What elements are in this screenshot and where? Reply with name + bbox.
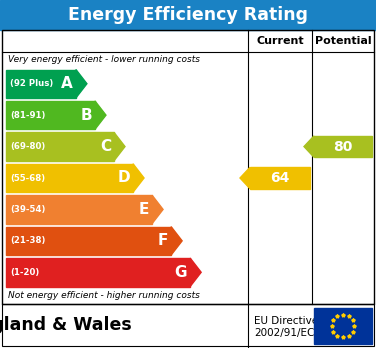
Text: F: F bbox=[158, 234, 168, 248]
Text: (55-68): (55-68) bbox=[10, 174, 45, 182]
Text: Current: Current bbox=[256, 36, 304, 46]
Polygon shape bbox=[95, 101, 106, 129]
Bar bbox=[6, 101, 95, 129]
Text: C: C bbox=[100, 139, 111, 154]
Polygon shape bbox=[152, 195, 163, 224]
Text: 2002/91/EC: 2002/91/EC bbox=[254, 328, 314, 338]
Bar bbox=[0, 0, 376, 30]
Text: England & Wales: England & Wales bbox=[0, 316, 131, 334]
Text: G: G bbox=[175, 265, 187, 280]
Bar bbox=[6, 164, 133, 192]
Text: (81-91): (81-91) bbox=[10, 111, 45, 120]
Text: (69-80): (69-80) bbox=[10, 142, 45, 151]
Bar bbox=[6, 132, 114, 161]
Polygon shape bbox=[240, 167, 250, 189]
Text: (21-38): (21-38) bbox=[10, 236, 45, 245]
Bar bbox=[2, 304, 374, 346]
Bar bbox=[6, 227, 171, 255]
Text: (92 Plus): (92 Plus) bbox=[10, 79, 53, 88]
Polygon shape bbox=[114, 132, 125, 161]
Text: B: B bbox=[80, 108, 92, 122]
Text: 80: 80 bbox=[333, 140, 353, 153]
Text: Energy Efficiency Rating: Energy Efficiency Rating bbox=[68, 6, 308, 24]
Bar bbox=[6, 70, 76, 98]
Bar bbox=[314, 308, 372, 344]
Polygon shape bbox=[190, 258, 201, 286]
Bar bbox=[314, 136, 372, 157]
Text: Very energy efficient - lower running costs: Very energy efficient - lower running co… bbox=[8, 55, 200, 64]
Text: (39-54): (39-54) bbox=[10, 205, 45, 214]
Text: D: D bbox=[117, 171, 130, 185]
Text: EU Directive: EU Directive bbox=[254, 316, 318, 326]
Text: (1-20): (1-20) bbox=[10, 268, 39, 277]
Bar bbox=[6, 195, 152, 224]
Text: E: E bbox=[139, 202, 149, 217]
Bar bbox=[6, 258, 190, 286]
Text: A: A bbox=[61, 76, 73, 91]
Polygon shape bbox=[171, 227, 182, 255]
Bar bbox=[250, 167, 310, 189]
Polygon shape bbox=[133, 164, 144, 192]
Text: 64: 64 bbox=[270, 171, 290, 185]
Text: Potential: Potential bbox=[315, 36, 371, 46]
Polygon shape bbox=[76, 70, 87, 98]
Bar bbox=[2, 30, 374, 304]
Polygon shape bbox=[304, 136, 314, 157]
Text: Not energy efficient - higher running costs: Not energy efficient - higher running co… bbox=[8, 292, 200, 301]
